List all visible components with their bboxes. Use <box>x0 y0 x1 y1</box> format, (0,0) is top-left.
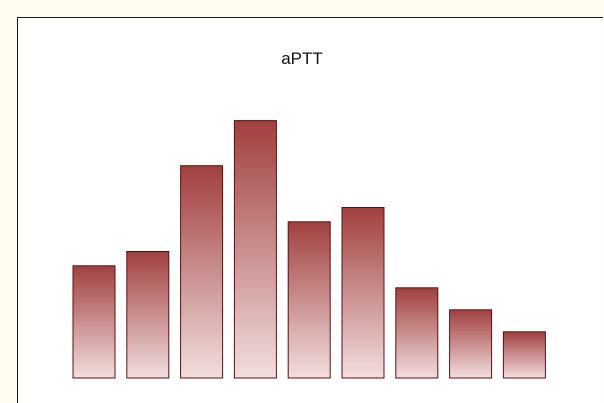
chart-title: aPTT <box>281 49 323 68</box>
bars-group <box>72 120 546 379</box>
bar-8 <box>449 309 493 379</box>
bar-7 <box>395 287 439 379</box>
bar-5 <box>287 221 331 379</box>
bar-2 <box>126 251 170 379</box>
bar-6 <box>341 207 385 379</box>
bar-4 <box>233 120 277 379</box>
bar-3 <box>180 165 224 379</box>
bar-9 <box>502 331 546 379</box>
bar-1 <box>72 265 116 379</box>
